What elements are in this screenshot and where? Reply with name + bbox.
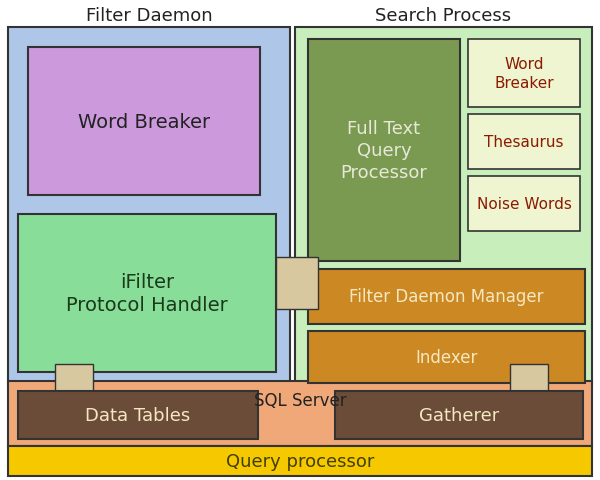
Bar — [295, 28, 592, 384]
Bar — [308, 331, 585, 383]
Bar — [18, 215, 276, 372]
Text: Full Text
Query
Processor: Full Text Query Processor — [341, 120, 427, 182]
Bar — [468, 115, 580, 169]
Bar — [468, 40, 580, 108]
Bar — [468, 177, 580, 231]
Bar — [8, 446, 592, 476]
Bar — [276, 257, 318, 309]
Text: Noise Words: Noise Words — [476, 197, 571, 212]
Bar — [308, 40, 460, 262]
Text: iFilter
Protocol Handler: iFilter Protocol Handler — [66, 272, 228, 314]
Text: Filter Daemon: Filter Daemon — [86, 7, 212, 25]
Text: Data Tables: Data Tables — [85, 406, 191, 424]
Text: Indexer: Indexer — [415, 348, 478, 366]
Bar — [308, 269, 585, 324]
Bar — [8, 28, 290, 384]
Text: Word
Breaker: Word Breaker — [494, 57, 554, 91]
Bar — [8, 381, 592, 446]
Text: Filter Daemon Manager: Filter Daemon Manager — [349, 288, 544, 306]
Bar — [55, 364, 93, 392]
Text: Search Process: Search Process — [376, 7, 512, 25]
Text: Query processor: Query processor — [226, 452, 374, 470]
Text: SQL Server: SQL Server — [254, 391, 346, 409]
Bar — [18, 391, 258, 439]
Bar — [510, 364, 548, 392]
Bar — [335, 391, 583, 439]
Bar — [28, 48, 260, 195]
Text: Word Breaker: Word Breaker — [78, 112, 210, 131]
Text: Gatherer: Gatherer — [419, 406, 499, 424]
Text: Thesaurus: Thesaurus — [484, 135, 564, 150]
